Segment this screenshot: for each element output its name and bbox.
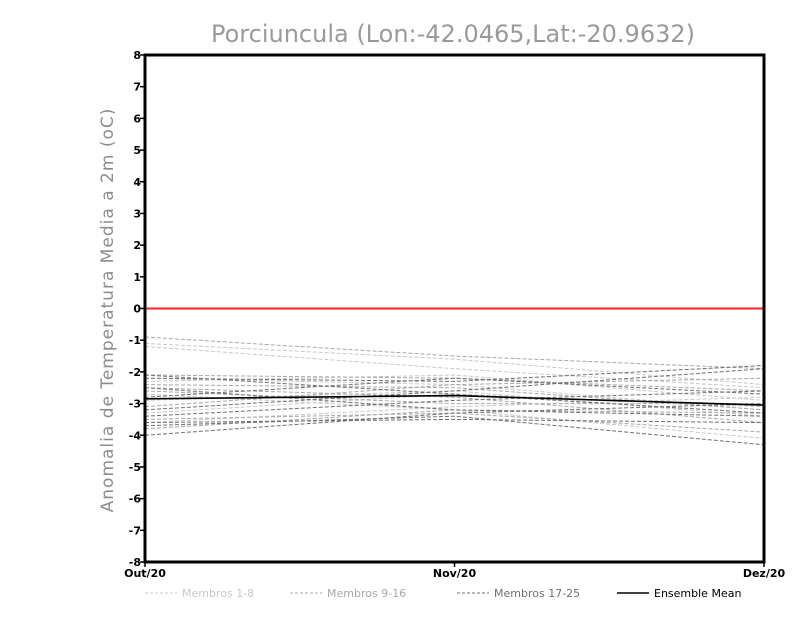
member-series-line bbox=[144, 415, 765, 446]
y-tick-label: -7 bbox=[129, 524, 141, 537]
y-ticks: -8 -7 -6 -5 -4 -3 -2 -1 0 1 2 3 4 5 6 7 8 bbox=[129, 49, 145, 569]
member-series-line bbox=[144, 387, 765, 417]
y-axis-label: Anomalia de Temperatura Media a 2m (oC) bbox=[98, 108, 118, 513]
x-tick-label: Nov/20 bbox=[433, 567, 477, 580]
legend-label: Membros 17-25 bbox=[494, 587, 580, 600]
member-series-line bbox=[144, 377, 765, 398]
y-tick-label: -6 bbox=[129, 493, 142, 506]
x-ticks: Out/20 Nov/20 Dez/20 bbox=[124, 562, 786, 580]
y-tick-label: -5 bbox=[129, 461, 141, 474]
member-series-line bbox=[144, 336, 765, 370]
legend-label: Ensemble Mean bbox=[654, 587, 741, 600]
member-series-line bbox=[144, 412, 765, 433]
y-tick-label: -8 bbox=[129, 556, 141, 569]
y-tick-label: 7 bbox=[133, 81, 141, 94]
ensemble-mean-line bbox=[144, 394, 765, 406]
y-tick-label: 8 bbox=[133, 49, 141, 62]
member-series-line bbox=[144, 374, 765, 392]
member-series-line bbox=[144, 390, 765, 417]
member-series-line bbox=[144, 418, 765, 424]
member-series-line bbox=[144, 374, 765, 414]
y-tick-label: -2 bbox=[129, 366, 141, 379]
y-tick-label: 1 bbox=[133, 271, 141, 284]
y-tick-label: -4 bbox=[129, 429, 142, 442]
legend-label: Membros 1-8 bbox=[182, 587, 254, 600]
y-tick-label: 3 bbox=[133, 207, 141, 220]
legend-label: Membros 9-16 bbox=[327, 587, 406, 600]
chart-title: Porciuncula (Lon:-42.0465,Lat:-20.9632) bbox=[211, 20, 695, 48]
x-tick-label: Dez/20 bbox=[743, 567, 786, 580]
member-series-line bbox=[144, 346, 765, 389]
y-tick-label: 0 bbox=[133, 303, 141, 316]
y-tick-label: -3 bbox=[129, 398, 141, 411]
y-tick-label: 4 bbox=[133, 176, 141, 189]
series-layer bbox=[144, 336, 765, 446]
member-series-line bbox=[144, 377, 765, 408]
y-tick-label: 2 bbox=[133, 239, 141, 252]
y-tick-label: 6 bbox=[133, 112, 141, 125]
y-tick-label: -1 bbox=[129, 334, 141, 347]
y-tick-label: 5 bbox=[133, 144, 141, 157]
legend: Membros 1-8 Membros 9-16 Membros 17-25 Ense… bbox=[145, 587, 741, 600]
member-series-line bbox=[144, 368, 765, 411]
x-tick-label: Out/20 bbox=[124, 567, 166, 580]
member-series-line bbox=[144, 365, 765, 382]
